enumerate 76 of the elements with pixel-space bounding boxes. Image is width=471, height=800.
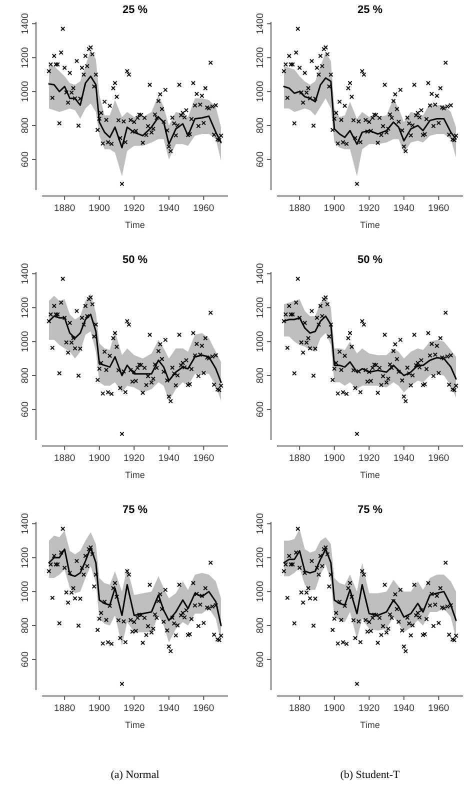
text: (a) Normal xyxy=(110,769,160,781)
line-series xyxy=(48,76,222,148)
y-tick-label: 800 xyxy=(255,618,266,634)
x-tick-label: 1880 xyxy=(289,203,310,214)
x-tick-label: 1900 xyxy=(88,453,110,464)
x-tick-label: 1960 xyxy=(428,453,450,464)
y-tick-label: 800 xyxy=(20,118,31,134)
y-tick-label: 1400 xyxy=(20,513,31,534)
x-tick-label: 1900 xyxy=(324,203,345,214)
x-tick-label: 1940 xyxy=(393,453,414,464)
x-tick-label: 1880 xyxy=(54,453,76,464)
x-tick-label: 1920 xyxy=(124,703,145,714)
y-tick-label: 1400 xyxy=(255,513,266,534)
y-tick-label: 1200 xyxy=(255,547,266,568)
x-axis-title: Time xyxy=(360,220,380,230)
x-tick-label: 1880 xyxy=(289,703,310,714)
y-tick-label: 600 xyxy=(255,152,266,168)
y-tick-label: 1200 xyxy=(255,297,266,318)
y-tick-label: 600 xyxy=(20,652,31,668)
x-tick-label: 1900 xyxy=(324,703,345,714)
x-axis-title: Time xyxy=(125,470,145,480)
y-tick-label: 800 xyxy=(255,368,266,384)
x-tick-label: 1920 xyxy=(124,453,145,464)
chart-title: 25 % xyxy=(122,4,148,16)
x-tick-label: 1960 xyxy=(193,453,214,464)
y-tick-label: 1200 xyxy=(255,47,266,68)
x-tick-label: 1960 xyxy=(428,703,450,714)
x-tick-label: 1880 xyxy=(54,203,76,214)
y-tick-label: 600 xyxy=(255,652,266,668)
y-tick-label: 1000 xyxy=(20,331,31,352)
y-tick-label: 1000 xyxy=(255,331,266,352)
line-series xyxy=(283,315,457,380)
x-tick-label: 1900 xyxy=(324,453,345,464)
x-tick-label: 1900 xyxy=(88,203,110,214)
y-tick-label: 600 xyxy=(20,152,31,168)
x-axis-title: Time xyxy=(125,220,145,230)
y-tick-label: 1400 xyxy=(255,263,266,284)
text: (b) Student-T xyxy=(340,769,400,781)
x-tick-label: 1880 xyxy=(54,703,76,714)
x-tick-label: 1920 xyxy=(358,203,380,214)
y-tick-label: 800 xyxy=(20,368,31,384)
y-tick-label: 600 xyxy=(255,402,266,418)
y-tick-label: 1000 xyxy=(20,81,31,102)
x-tick-label: 1940 xyxy=(393,703,414,714)
y-tick-label: 1000 xyxy=(20,581,31,602)
x-tick-label: 1920 xyxy=(358,703,380,714)
x-tick-label: 1940 xyxy=(393,203,414,214)
chart-title: 25 % xyxy=(357,4,383,16)
chart-title: 50 % xyxy=(357,254,383,266)
x-axis-title: Time xyxy=(360,720,380,730)
y-tick-label: 1000 xyxy=(255,581,266,602)
y-tick-label: 1400 xyxy=(20,263,31,284)
x-axis-title: Time xyxy=(125,720,145,730)
y-tick-label: 800 xyxy=(255,118,266,134)
x-axis-title: Time xyxy=(360,470,380,480)
chart-title: 75 % xyxy=(357,504,383,516)
y-tick-label: 1400 xyxy=(255,13,266,34)
y-tick-label: 1200 xyxy=(20,547,31,568)
y-tick-label: 1200 xyxy=(20,47,31,68)
y-tick-label: 1200 xyxy=(20,297,31,318)
x-tick-label: 1900 xyxy=(88,703,110,714)
y-tick-label: 600 xyxy=(20,402,31,418)
y-tick-label: 1400 xyxy=(20,13,31,34)
y-tick-label: 800 xyxy=(20,618,31,634)
chart-title: 75 % xyxy=(122,504,148,516)
x-tick-label: 1940 xyxy=(158,703,180,714)
x-tick-label: 1940 xyxy=(158,203,180,214)
x-tick-label: 1920 xyxy=(124,203,145,214)
x-tick-label: 1960 xyxy=(193,203,214,214)
x-tick-label: 1880 xyxy=(289,453,310,464)
x-tick-label: 1920 xyxy=(358,453,380,464)
y-tick-label: 1000 xyxy=(255,81,266,102)
chart-title: 50 % xyxy=(122,254,148,266)
x-tick-label: 1960 xyxy=(428,203,450,214)
x-tick-label: 1960 xyxy=(193,703,214,714)
x-tick-label: 1940 xyxy=(158,453,180,464)
